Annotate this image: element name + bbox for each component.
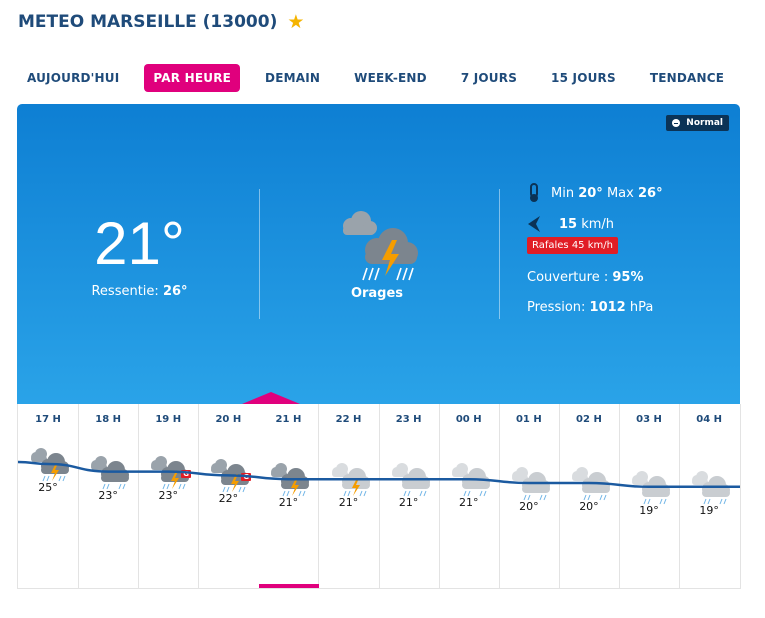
hour-column-8[interactable]: 01 H 20° (499, 404, 560, 588)
hour-temperature: 21° (338, 496, 359, 510)
cloud-rain-icon (509, 467, 551, 505)
hour-temperature: 21° (278, 496, 299, 510)
hour-temperature: 21° (458, 496, 479, 510)
gust-badge: Rafales 45 km/h (527, 237, 618, 254)
hail-badge: G (241, 473, 252, 482)
pressure-value: 1012 (589, 299, 626, 315)
tab-aujourdhui[interactable]: AUJOURD'HUI (27, 71, 120, 85)
tab-15-jours[interactable]: 15 JOURS (551, 71, 616, 85)
hour-column-4[interactable]: 21 H 21° (258, 404, 320, 588)
normal-badge-label: Normal (686, 118, 723, 128)
hour-temperature: 21° (398, 496, 419, 510)
feels-like-value: 26° (162, 284, 188, 299)
hour-temperature: 20° (579, 500, 599, 513)
hour-temperature: 22° (218, 492, 239, 506)
hour-label: 21 H (275, 414, 302, 425)
hour-label: 04 H (696, 414, 723, 425)
pressure-unit: hPa (629, 299, 654, 315)
hour-column-11[interactable]: 04 H 19° (679, 404, 739, 588)
selected-hour-bar (259, 584, 319, 588)
hour-temperature: 25° (38, 481, 58, 494)
wind-unit: km/h (581, 216, 615, 232)
page-title-text: METEO MARSEILLE (13000) (18, 12, 278, 32)
hail-badge: G (181, 469, 191, 478)
storm-icon (337, 210, 427, 286)
cover-label: Couverture : (527, 269, 609, 285)
storm-icon (329, 463, 371, 501)
hour-temperature: 19° (699, 503, 719, 517)
page-title: METEO MARSEILLE (13000) ★ (18, 12, 304, 32)
max-label: Max (606, 185, 634, 201)
hour-label: 17 H (35, 414, 61, 425)
favorite-star-icon[interactable]: ★ (287, 10, 305, 33)
hour-label: 19 H (155, 414, 182, 425)
min-label: Min (551, 185, 575, 201)
hour-temperature: 20° (519, 500, 539, 513)
tab-tendance[interactable]: TENDANCE (649, 71, 725, 85)
cloud-rain-icon (449, 463, 491, 501)
hourly-strip: 17 H 25° 18 H 23° 19 H G 23° 20 H G 22° 21 H 21° 22 … (17, 404, 741, 589)
pressure-label: Pression: (527, 299, 586, 315)
storm-icon: G (208, 459, 252, 497)
cover-value: 95% (612, 269, 644, 285)
hour-label: 03 H (636, 414, 662, 425)
temperature-curve (18, 460, 740, 489)
hour-column-6[interactable]: 23 H 21° (379, 404, 440, 588)
min-max-row: Min 20° Max 26° (527, 182, 663, 204)
tab-demain[interactable]: DEMAIN (265, 71, 321, 85)
condition-label: Orages (350, 286, 404, 301)
storm-icon: G (148, 455, 191, 494)
divider-right (499, 189, 500, 319)
hour-label: 23 H (395, 414, 422, 425)
tab-week-end[interactable]: WEEK-END (354, 71, 427, 85)
hour-label: 01 H (515, 414, 542, 425)
forecast-tabs: AUJOURD'HUI PAR HEURE DEMAIN WEEK-END 7 … (18, 64, 749, 92)
current-weather-panel: Normal 21° Ressentie: 26° Orages Min 20°… (17, 104, 740, 404)
wind-value: 15 (559, 216, 578, 232)
tab-par-heure[interactable]: PAR HEURE (144, 64, 241, 92)
hour-label: 20 H (215, 414, 242, 425)
hour-label: 00 H (455, 414, 482, 425)
hour-label: 18 H (95, 414, 122, 425)
cloud-rain-icon (689, 470, 731, 509)
wind-direction-icon (528, 216, 540, 232)
tab-7-jours[interactable]: 7 JOURS (460, 71, 518, 85)
current-temperature: 21° (94, 210, 185, 277)
divider-left (259, 189, 260, 319)
weather-details: Min 20° Max 26° 15 km/h Rafales 45 km/h … (527, 182, 663, 318)
cover-row: Couverture : 95% (527, 266, 663, 288)
hour-label: 22 H (335, 414, 362, 425)
hour-temperature: 23° (98, 488, 118, 502)
hour-label: 02 H (576, 414, 602, 425)
hour-temperature: 23° (158, 488, 178, 502)
hour-column-10[interactable]: 03 H 19° (619, 404, 681, 588)
wind-row: 15 km/h (527, 213, 663, 235)
cloud-rain-icon (629, 470, 671, 509)
minus-circle-icon (672, 119, 681, 127)
hour-column-7[interactable]: 00 H 21° (439, 404, 500, 588)
feels-like: Ressentie: 26° (62, 284, 217, 299)
hour-column-5[interactable]: 22 H 21° (319, 404, 380, 588)
selected-hour-pointer (242, 392, 300, 404)
thermometer-icon (530, 183, 538, 202)
cloud-rain-icon (389, 463, 431, 501)
normal-badge[interactable]: Normal (666, 115, 729, 131)
min-value: 20° (578, 185, 603, 201)
feels-like-label: Ressentie: (91, 284, 159, 299)
hour-temperature: 19° (639, 503, 659, 517)
hour-column-2[interactable]: 19 H G 23° (138, 404, 200, 588)
max-value: 26° (637, 185, 663, 201)
pressure-row: Pression: 1012 hPa (527, 296, 663, 318)
